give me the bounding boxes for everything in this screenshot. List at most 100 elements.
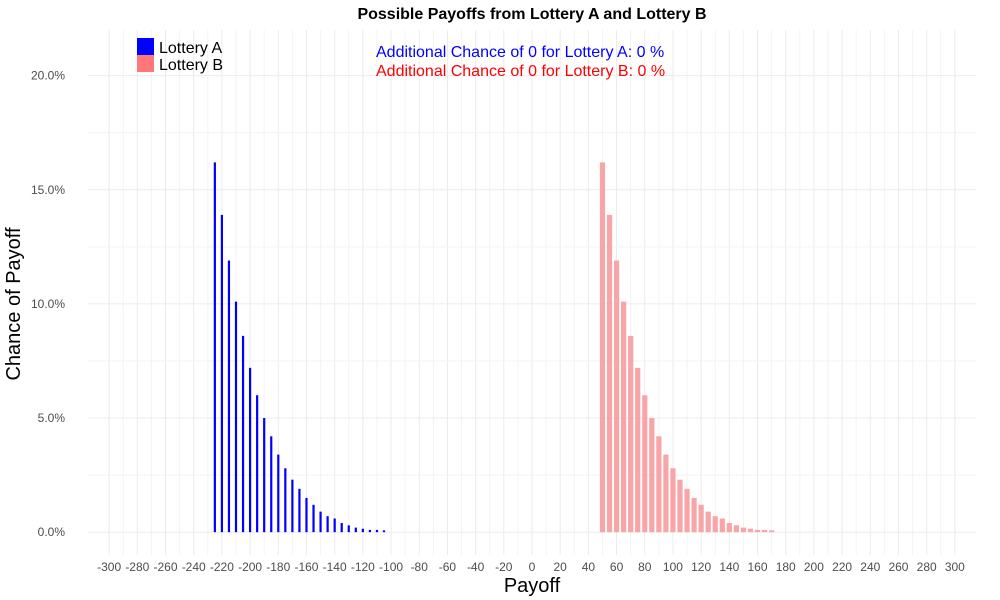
x-tick-label: -160 [294,560,318,574]
bar-lottery-a [333,518,336,533]
bar-lottery-a [375,529,379,533]
bar-lottery-b [705,511,711,533]
bar-lottery-b [613,260,620,533]
x-tick-label: -100 [379,560,403,574]
bar-lottery-a [220,214,224,533]
x-tick-label: 160 [748,560,768,574]
x-tick-label: 120 [691,560,711,574]
bar-lottery-a [241,335,245,533]
bar-lottery-b [628,335,634,533]
y-tick-label: 15.0% [31,183,65,197]
bar-lottery-b [733,525,739,533]
bar-lottery-a [270,436,273,533]
bar-lottery-a [347,525,350,533]
bar-lottery-b [698,504,704,533]
bar-lottery-a [291,479,294,533]
bar-lottery-b [606,214,613,533]
x-tick-label: -20 [495,560,513,574]
bar-lottery-b [712,516,718,533]
x-axis-ticks: -300 -280 -260 -240 -220 -200 -180 -160 -140 -120… [97,560,965,574]
bar-lottery-b [691,497,697,533]
bars [213,162,775,533]
bar-lottery-a [263,418,266,533]
bar-lottery-a [326,516,329,533]
x-tick-label: -260 [154,560,178,574]
x-tick-label: -200 [238,560,262,574]
annotation-lottery-a: Additional Chance of 0 for Lottery A: 0 … [376,44,664,61]
x-tick-label: -40 [467,560,485,574]
bar-lottery-b [726,523,732,533]
bar-lottery-a [382,530,386,533]
bar-lottery-b [642,395,648,533]
x-tick-label: 300 [945,560,965,574]
bar-lottery-b [599,162,606,533]
bar-lottery-a [319,511,322,533]
x-tick-label: -140 [323,560,347,574]
y-tick-label: 10.0% [31,297,65,311]
bar-lottery-b [761,529,768,533]
legend-label-lottery-a: Lottery A [159,40,222,57]
legend-label-lottery-b: Lottery B [159,57,223,74]
legend: Lottery A Lottery B [137,38,223,74]
bar-lottery-b [684,488,690,533]
bar-lottery-a [227,260,231,533]
y-tick-label: 5.0% [38,411,66,425]
x-tick-label: 280 [917,560,937,574]
bar-lottery-a [312,504,315,533]
bar-lottery-a [234,301,238,533]
annotation-lottery-b: Additional Chance of 0 for Lottery B: 0 … [376,63,665,80]
x-tick-label: 100 [663,560,683,574]
x-tick-label: 220 [832,560,852,574]
bar-lottery-a [340,523,343,533]
bar-lottery-a [284,468,287,533]
x-tick-label: -240 [182,560,206,574]
bar-lottery-b [719,518,725,533]
x-tick-label: -80 [411,560,429,574]
chart-title: Possible Payoffs from Lottery A and Lott… [357,6,706,23]
bar-lottery-a [256,395,259,533]
x-tick-label: 40 [582,560,596,574]
legend-swatch-lottery-b [137,55,154,72]
bar-lottery-a [354,527,357,533]
bar-lottery-a [305,497,308,533]
x-tick-label: -280 [125,560,149,574]
x-tick-label: 260 [888,560,908,574]
bar-lottery-b [670,468,676,533]
bar-lottery-b [649,418,655,533]
x-tick-label: -60 [439,560,457,574]
bar-lottery-b [663,454,669,533]
x-tick-label: 180 [776,560,796,574]
x-tick-label: 200 [804,560,824,574]
x-tick-label: 140 [719,560,739,574]
bar-lottery-a [277,454,280,533]
x-tick-label: 60 [610,560,624,574]
y-tick-label: 0.0% [38,525,66,539]
bar-lottery-b [656,436,662,533]
bar-lottery-b [621,301,627,533]
x-tick-label: 20 [554,560,568,574]
y-tick-label: 20.0% [31,69,65,83]
x-tick-label: 240 [860,560,880,574]
x-axis-title: Payoff [504,575,561,597]
bar-lottery-b [740,527,747,533]
x-tick-label: 80 [638,560,652,574]
y-axis-ticks: 0.0% 5.0% 10.0% 15.0% 20.0% [31,69,65,540]
bar-lottery-b [635,367,641,533]
x-tick-label: -180 [266,560,290,574]
bar-lottery-a [298,488,301,533]
bar-lottery-b [747,528,754,533]
bar-lottery-b [677,479,683,533]
bar-lottery-b [769,530,775,533]
bar-lottery-a [368,529,372,533]
x-tick-label: 0 [529,560,536,574]
bar-lottery-a [361,528,364,533]
bar-lottery-a [213,162,216,533]
y-axis-title: Chance of Payoff [3,227,25,381]
x-tick-label: -220 [210,560,234,574]
bar-lottery-b [754,529,761,533]
bar-lottery-a [248,367,252,533]
legend-swatch-lottery-a [137,38,154,55]
x-tick-label: -120 [351,560,375,574]
x-tick-label: -300 [97,560,121,574]
